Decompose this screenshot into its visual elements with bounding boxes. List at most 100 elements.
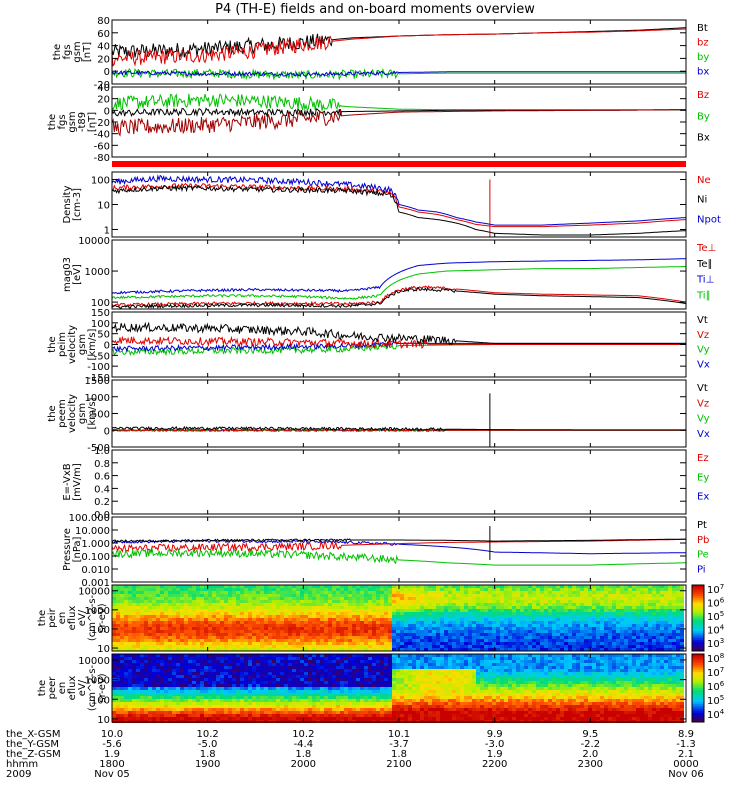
spectrogram-cell xyxy=(624,630,628,633)
spectrogram-cell xyxy=(404,642,408,645)
spectrogram-cell xyxy=(424,642,428,645)
colorbar-tick-exponent: 5 xyxy=(720,610,724,618)
spectrogram-cell xyxy=(568,600,572,603)
spectrogram-cell xyxy=(536,618,540,621)
colorbar-segment xyxy=(692,629,704,632)
spectrogram-cell xyxy=(592,630,596,633)
spectrogram-cell xyxy=(156,660,160,663)
spectrogram-cell xyxy=(276,612,280,615)
spectrogram-cell xyxy=(304,681,308,684)
spectrogram-cell xyxy=(564,615,568,618)
spectrogram-cell xyxy=(232,675,236,678)
spectrogram-cell xyxy=(176,585,180,588)
spectrogram-cell xyxy=(200,684,204,687)
spectrogram-cell xyxy=(312,618,316,621)
spectrogram-cell xyxy=(180,717,184,720)
spectrogram-cell xyxy=(252,594,256,597)
spectrogram-cell xyxy=(664,645,668,648)
spectrogram-cell xyxy=(576,597,580,600)
spectrogram-cell xyxy=(488,603,492,606)
spectrogram-cell xyxy=(488,600,492,603)
spectrogram-cell xyxy=(488,615,492,618)
spectrogram-cell xyxy=(184,645,188,648)
spectrogram-cell xyxy=(156,690,160,693)
spectrogram-cell xyxy=(332,672,336,675)
spectrogram-cell xyxy=(628,585,632,588)
spectrogram-cell xyxy=(276,681,280,684)
spectrogram-cell xyxy=(132,714,136,717)
spectrogram-cell xyxy=(256,699,260,702)
spectrogram-cell xyxy=(296,666,300,669)
spectrogram-cell xyxy=(384,603,388,606)
spectrogram-cell xyxy=(152,693,156,696)
spectrogram-cell xyxy=(580,597,584,600)
spectrogram-cell xyxy=(512,588,516,591)
spectrogram-cell xyxy=(320,630,324,633)
spectrogram-cell xyxy=(304,717,308,720)
spectrogram-cell xyxy=(384,639,388,642)
spectrogram-cell xyxy=(220,699,224,702)
spectrogram-cell xyxy=(528,588,532,591)
spectrogram-cell xyxy=(160,609,164,612)
spectrogram-cell xyxy=(152,588,156,591)
spectrogram-cell xyxy=(220,621,224,624)
spectrogram-cell xyxy=(236,690,240,693)
spectrogram-cell xyxy=(168,705,172,708)
spectrogram-cell xyxy=(212,591,216,594)
colorbar-tick-label: 107 xyxy=(707,583,724,596)
spectrogram-cell xyxy=(376,612,380,615)
spectrogram-cell xyxy=(364,648,368,651)
spectrogram-cell xyxy=(432,606,436,609)
legend-Te⊥: Te⊥ xyxy=(696,243,716,254)
spectrogram-cell xyxy=(420,591,424,594)
spectrogram-cell xyxy=(336,648,340,651)
spectrogram-cell xyxy=(356,648,360,651)
spectrogram-cell xyxy=(256,642,260,645)
spectrogram-cell xyxy=(224,636,228,639)
spectrogram-cell xyxy=(404,648,408,651)
legend-Pt: Pt xyxy=(697,520,707,531)
spectrogram-cell xyxy=(360,642,364,645)
spectrogram-cell xyxy=(388,591,392,594)
spectrogram-cell xyxy=(120,696,124,699)
spectrogram-cell xyxy=(360,606,364,609)
y-axis-label-line: Density xyxy=(62,185,73,223)
spectrogram-cell xyxy=(256,669,260,672)
spectrogram-cell xyxy=(208,678,212,681)
spectrogram-cell xyxy=(672,597,676,600)
spectrogram-cell xyxy=(584,624,588,627)
spectrogram-cell xyxy=(488,636,492,639)
spectrogram-cell xyxy=(328,594,332,597)
spectrogram-cell xyxy=(512,633,516,636)
spectrogram-cell xyxy=(536,645,540,648)
spectrogram-cell xyxy=(400,642,404,645)
spectrogram-cell xyxy=(232,648,236,651)
spectrogram-cell xyxy=(368,636,372,639)
spectrogram-cell xyxy=(288,675,292,678)
spectrogram-cell xyxy=(148,594,152,597)
spectrogram-cell xyxy=(252,705,256,708)
spectrogram-cell xyxy=(336,663,340,666)
spectrogram-cell xyxy=(296,597,300,600)
spectrogram-cell xyxy=(116,600,120,603)
spectrogram-cell xyxy=(672,609,676,612)
spectrogram-cell xyxy=(572,627,576,630)
spectrogram-cell xyxy=(500,594,504,597)
spectrogram-cell xyxy=(356,675,360,678)
spectrogram-cell xyxy=(232,666,236,669)
spectrogram-cell xyxy=(468,639,472,642)
spectrogram-cell xyxy=(236,639,240,642)
spectrogram-cell xyxy=(596,645,600,648)
spectrogram-cell xyxy=(556,633,560,636)
spectrogram-cell xyxy=(612,612,616,615)
spectrogram-cell xyxy=(128,678,132,681)
spectrogram-cell xyxy=(132,639,136,642)
spectrogram-cell xyxy=(480,636,484,639)
spectrogram-cell xyxy=(208,606,212,609)
spectrogram-cell xyxy=(376,591,380,594)
spectrogram-cell xyxy=(352,708,356,711)
spectrogram-cell xyxy=(288,693,292,696)
spectrogram-cell xyxy=(296,690,300,693)
spectrogram-cell xyxy=(484,642,488,645)
spectrogram-cell xyxy=(112,711,116,714)
